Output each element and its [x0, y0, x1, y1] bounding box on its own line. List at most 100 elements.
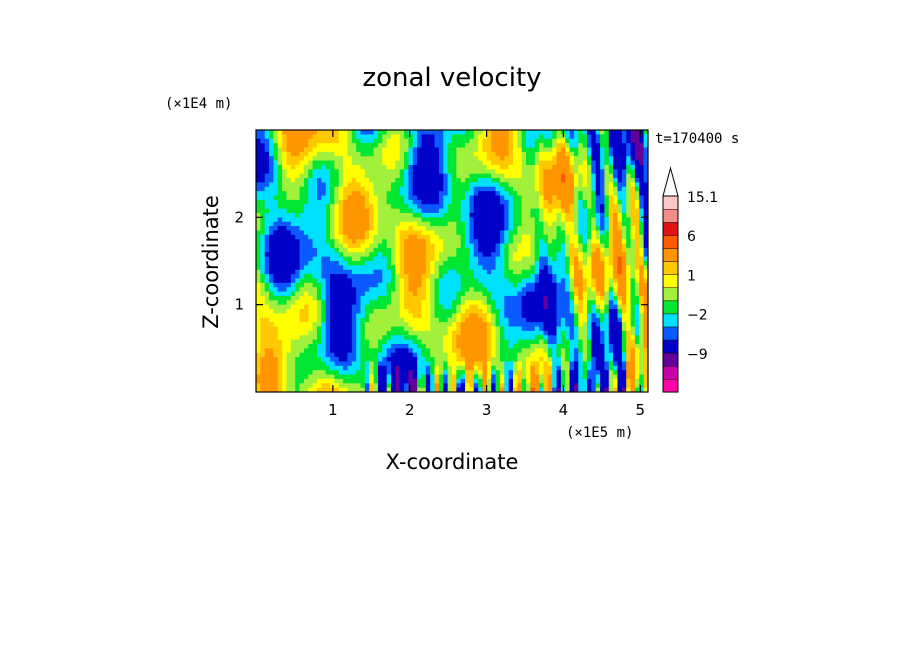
contour-cell [312, 265, 318, 271]
contour-cell [364, 361, 370, 367]
contour-cell [495, 151, 501, 157]
contour-cell [512, 143, 518, 148]
contour-cell [260, 261, 266, 266]
contour-cell [447, 221, 453, 227]
contour-cell [499, 282, 505, 288]
contour-cell [273, 374, 279, 380]
contour-cell [408, 164, 414, 170]
contour-cell [391, 217, 396, 223]
contour-cell [290, 261, 296, 266]
contour-cell [373, 313, 379, 319]
contour-cell [456, 304, 462, 310]
contour-cell [434, 247, 440, 253]
contour-cell [552, 313, 557, 319]
contour-cell [452, 295, 457, 301]
contour-cell [460, 143, 466, 148]
contour-cell [399, 160, 405, 166]
contour-cell [399, 147, 405, 153]
contour-cell [377, 330, 383, 336]
contour-cell [569, 226, 575, 231]
contour-cell [565, 252, 570, 258]
contour-cell [325, 199, 331, 205]
contour-cell [260, 247, 266, 253]
contour-cell [534, 339, 540, 345]
contour-cell [613, 348, 618, 354]
contour-cell [338, 265, 344, 271]
contour-cell [478, 317, 483, 323]
contour-cell [569, 374, 575, 380]
contour-cell [382, 261, 388, 266]
contour-cell [290, 383, 296, 389]
contour-cell [303, 317, 309, 323]
contour-cell [521, 265, 527, 271]
contour-cell [321, 383, 327, 389]
contour-cell [321, 130, 327, 135]
contour-cell [408, 230, 414, 236]
contour-cell [295, 291, 300, 297]
contour-cell [595, 247, 601, 253]
contour-cell [312, 383, 318, 389]
contour-cell [608, 178, 614, 183]
contour-cell [582, 265, 588, 271]
contour-cell [303, 182, 309, 188]
contour-cell [308, 343, 314, 349]
contour-cell [578, 173, 584, 179]
contour-cell [373, 256, 379, 262]
contour-cell [469, 234, 475, 240]
contour-cell [591, 317, 597, 323]
contour-cell [269, 326, 274, 332]
contour-cell [547, 143, 553, 148]
contour-cell [373, 151, 379, 157]
contour-cell [587, 256, 592, 262]
contour-cell [399, 182, 405, 188]
contour-cell [521, 282, 527, 288]
contour-cell [369, 335, 374, 340]
contour-cell [573, 357, 579, 362]
contour-cell [299, 199, 305, 205]
contour-cell [460, 365, 466, 371]
contour-cell [543, 143, 549, 148]
contour-cell [373, 212, 379, 218]
contour-cell [539, 169, 544, 175]
contour-cell [491, 243, 496, 249]
contour-cell [299, 217, 305, 223]
contour-cell [508, 274, 514, 279]
contour-cell [543, 239, 549, 244]
contour-cell [360, 374, 366, 380]
contour-cell [530, 265, 536, 271]
contour-cell [334, 365, 340, 371]
contour-cell [391, 304, 396, 310]
contour-cell [469, 247, 475, 253]
contour-cell [373, 269, 379, 275]
contour-cell [260, 169, 266, 175]
contour-cell [565, 164, 570, 170]
contour-cell [534, 256, 540, 262]
contour-cell [343, 130, 348, 135]
contour-cell [399, 252, 405, 258]
contour-cell [273, 269, 279, 275]
contour-cell [443, 226, 449, 231]
contour-cell [356, 295, 361, 301]
contour-cell [330, 304, 335, 310]
contour-cell [356, 199, 361, 205]
contour-cell [417, 252, 422, 258]
contour-cell [552, 383, 557, 389]
contour-cell [578, 212, 584, 218]
contour-cell [430, 199, 435, 205]
contour-cell [312, 173, 318, 179]
contour-cell [499, 230, 505, 236]
contour-cell [512, 343, 518, 349]
contour-cell [395, 239, 401, 244]
contour-cell [373, 309, 379, 314]
contour-cell [386, 291, 392, 297]
contour-cell [412, 230, 418, 236]
contour-cell [613, 352, 618, 358]
contour-cell [482, 217, 488, 223]
contour-cell [377, 361, 383, 367]
contour-cell [573, 230, 579, 236]
contour-cell [443, 343, 449, 349]
contour-cell [377, 274, 383, 279]
contour-cell [565, 326, 570, 332]
contour-cell [526, 357, 531, 362]
contour-cell [351, 383, 357, 389]
